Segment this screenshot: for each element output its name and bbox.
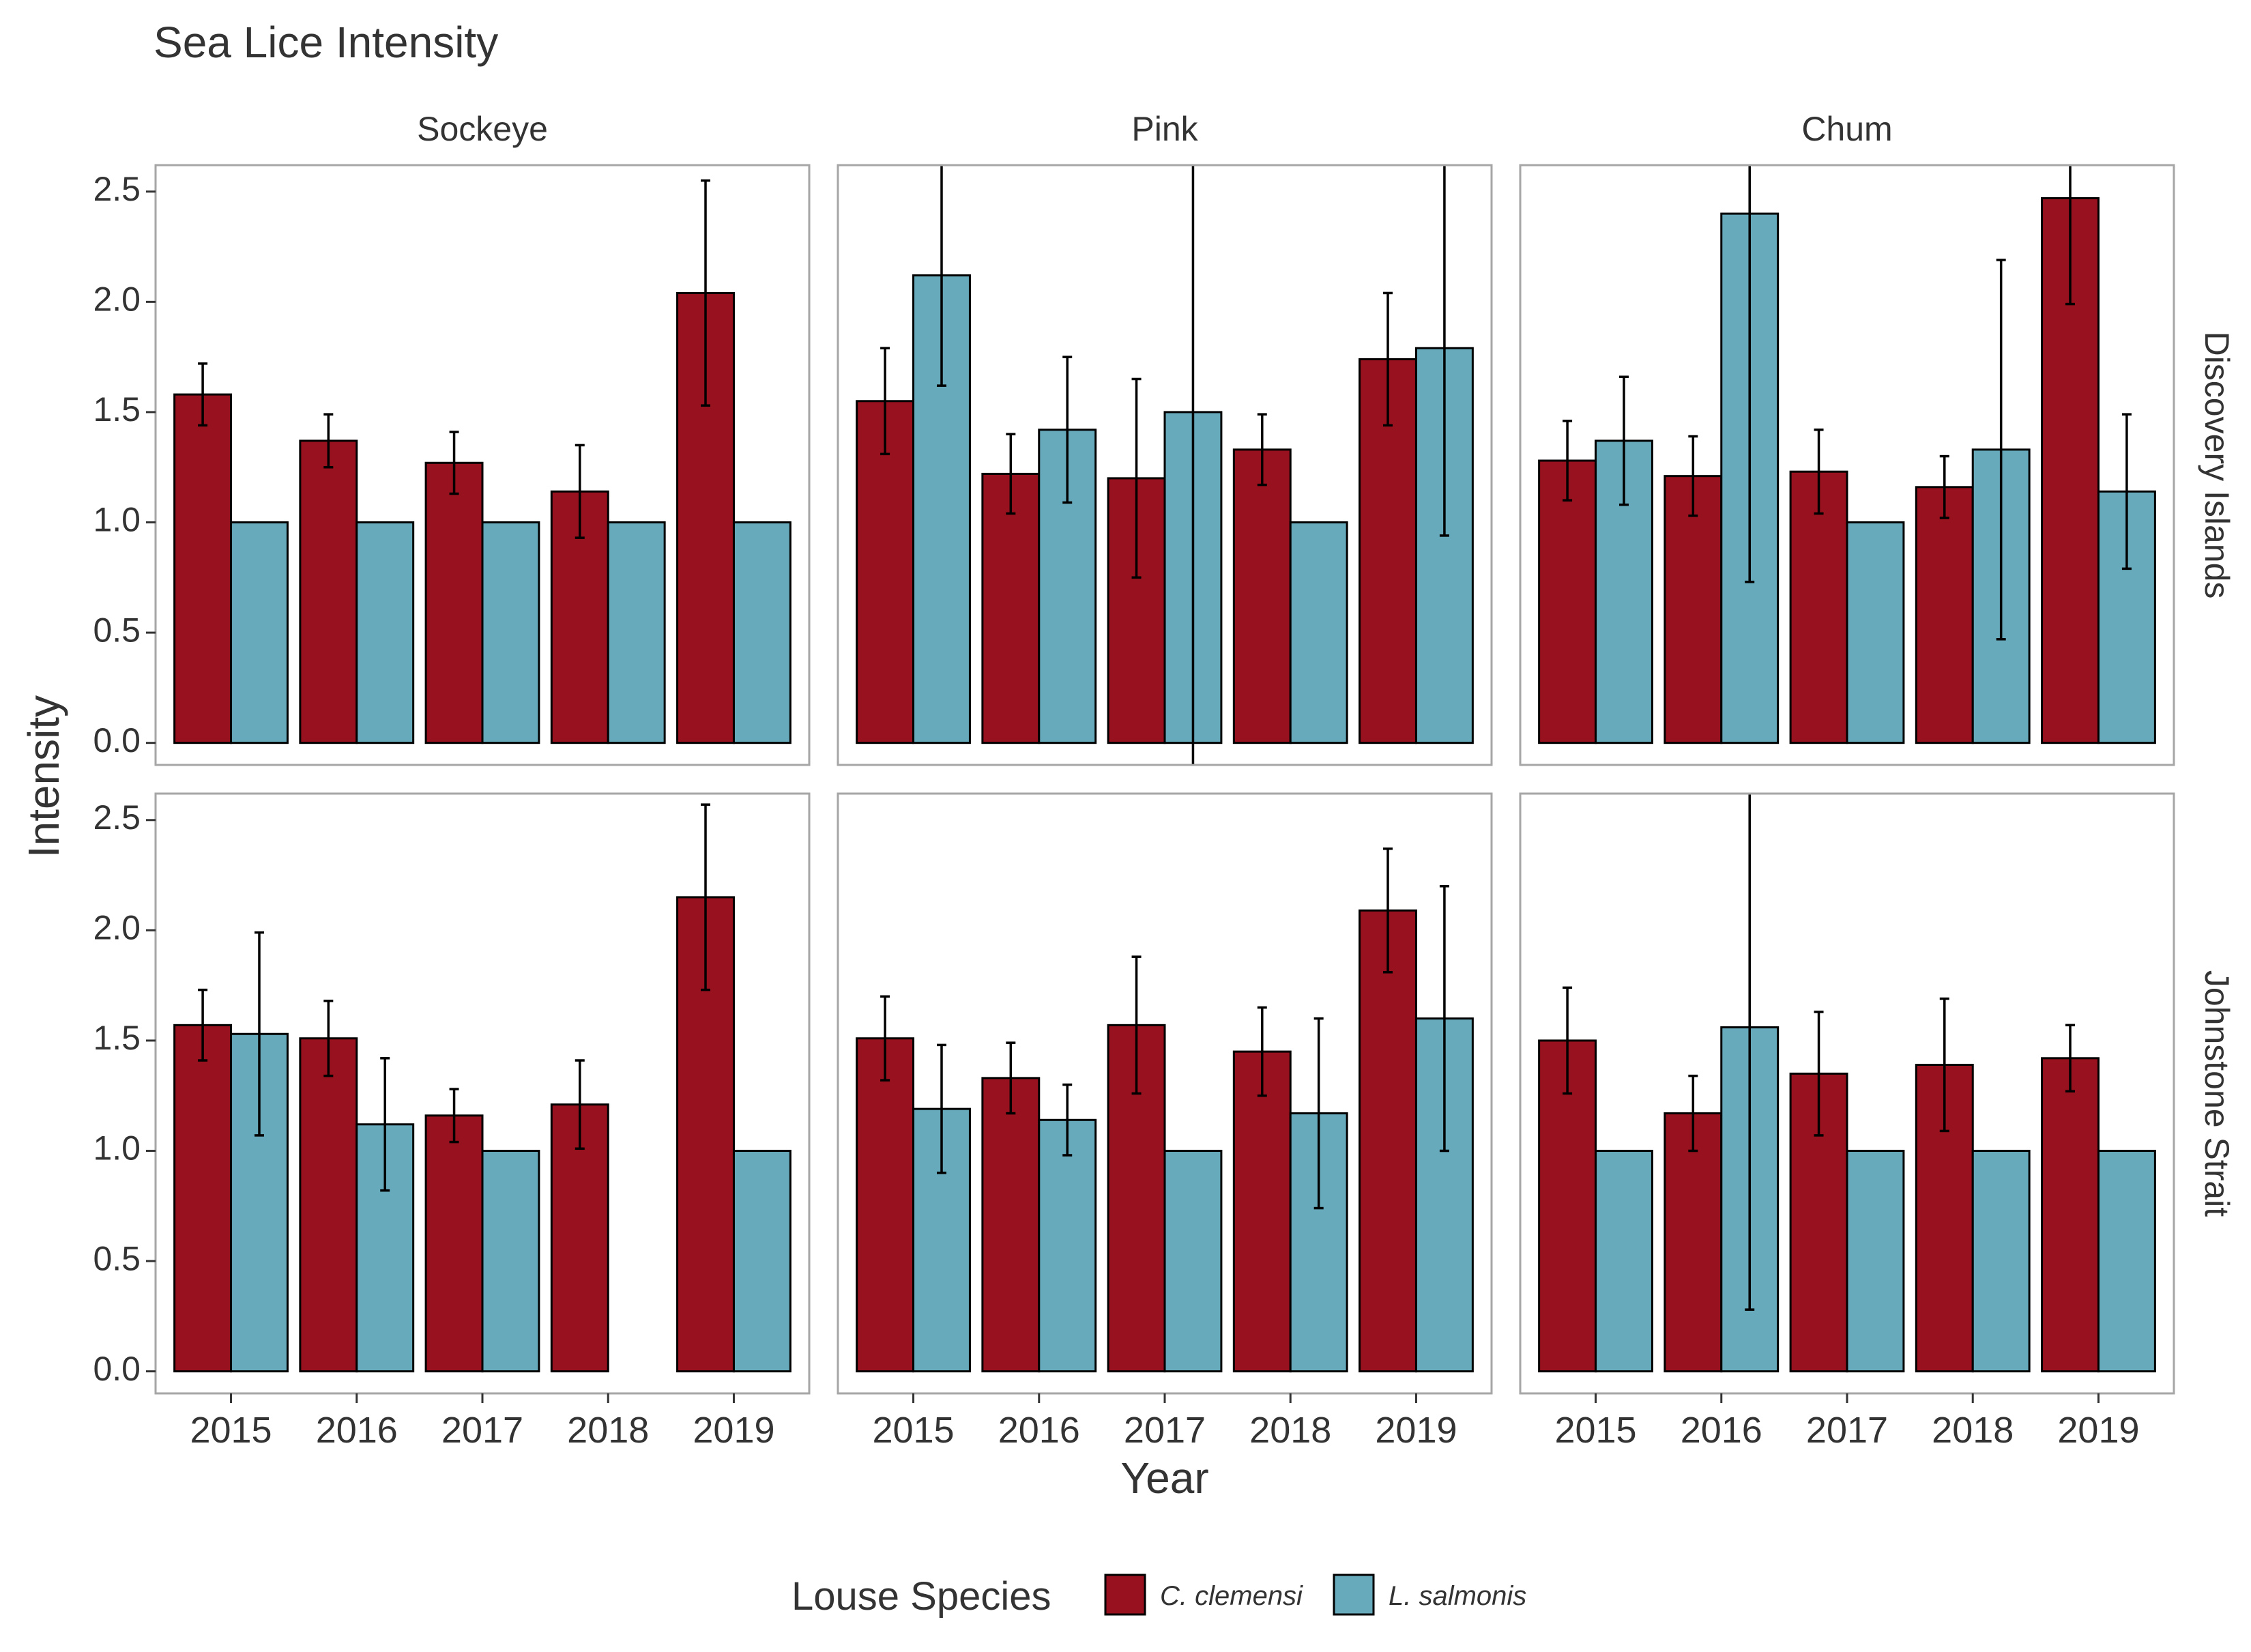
bar-discovery-islands-sockeye-l-salmonis-2016 [355,521,415,744]
y-tick-label-johnstone-strait-sockeye-0-0: 0.0 [93,1350,141,1388]
x-axis-title: Year [1120,1453,1208,1503]
bar-johnstone-strait-pink-c-clemensi-2015 [856,1037,915,1373]
x-tick-label-johnstone-strait-sockeye-2015: 2015 [190,1410,272,1451]
y-tick-label-discovery-islands-sockeye-1-0: 1.0 [93,501,141,539]
x-tick-label-johnstone-strait-sockeye-2019: 2019 [693,1410,774,1451]
y-tick-label-johnstone-strait-sockeye-1-0: 1.0 [93,1129,141,1168]
x-tick-label-johnstone-strait-pink-2016: 2016 [998,1410,1080,1451]
y-tick-label-johnstone-strait-sockeye-2-0: 2.0 [93,909,141,947]
bar-johnstone-strait-chum-l-salmonis-2017 [1846,1150,1905,1373]
x-tick-label-johnstone-strait-sockeye-2017: 2017 [441,1410,523,1451]
bar-johnstone-strait-pink-c-clemensi-2019 [1359,909,1417,1373]
panel-johnstone-strait-chum: 2015 2016 2017 2018 2019 [1519,792,2175,1451]
x-tick-label-johnstone-strait-pink-2017: 2017 [1124,1410,1206,1451]
bar-discovery-islands-pink-c-clemensi-2018 [1232,448,1292,744]
panel-border-discovery-islands-sockeye [154,164,811,766]
panel-johnstone-strait-pink: 2015 2016 2017 2018 2019 [837,792,1493,1451]
x-tick-label-johnstone-strait-pink-2018: 2018 [1249,1410,1331,1451]
bar-discovery-islands-sockeye-l-salmonis-2019 [732,521,792,744]
y-axis-title: Intensity [19,695,68,858]
bar-discovery-islands-pink-l-salmonis-2018 [1289,521,1348,744]
legend-key-c-clemensi [1104,1574,1146,1616]
facet-label-pink: Pink [1131,110,1198,148]
bar-johnstone-strait-pink-l-salmonis-2017 [1163,1150,1223,1373]
bar-discovery-islands-sockeye-l-salmonis-2018 [607,521,666,744]
panel-discovery-islands-sockeye: 0.0 0.5 1.0 1.5 2.0 2.5 [93,164,811,766]
facet-label-johnstone-strait: Johnstone Strait [2198,970,2236,1217]
bar-johnstone-strait-sockeye-l-salmonis-2017 [481,1150,540,1373]
bar-johnstone-strait-sockeye-c-clemensi-2016 [299,1037,358,1373]
chart-panels: Sockeye Pink Chum Discovery Islands Johnston… [93,110,2235,1451]
facet-label-chum: Chum [1801,110,1892,148]
bar-discovery-islands-chum-c-clemensi-2018 [1915,486,1974,744]
legend-label-l-salmonis: L. salmonis [1389,1581,1526,1611]
bar-johnstone-strait-chum-c-clemensi-2019 [2041,1057,2100,1373]
y-tick-label-johnstone-strait-sockeye-0-5: 0.5 [93,1239,141,1277]
bar-discovery-islands-chum-c-clemensi-2015 [1538,459,1597,744]
x-tick-label-johnstone-strait-chum-2017: 2017 [1806,1410,1888,1451]
y-tick-label-discovery-islands-sockeye-2-5: 2.5 [93,170,141,208]
bar-johnstone-strait-pink-c-clemensi-2018 [1232,1050,1292,1373]
bar-discovery-islands-sockeye-c-clemensi-2015 [173,393,233,744]
bar-johnstone-strait-chum-l-salmonis-2018 [1971,1150,2031,1373]
bar-discovery-islands-pink-c-clemensi-2015 [856,400,915,744]
x-tick-label-johnstone-strait-chum-2015: 2015 [1554,1410,1636,1451]
y-tick-label-discovery-islands-sockeye-1-5: 1.5 [93,390,141,429]
bar-johnstone-strait-chum-c-clemensi-2016 [1664,1112,1723,1373]
x-tick-label-johnstone-strait-chum-2018: 2018 [1932,1410,2014,1451]
y-tick-label-discovery-islands-sockeye-2-0: 2.0 [93,280,141,319]
bar-johnstone-strait-chum-c-clemensi-2015 [1538,1039,1597,1373]
legend-title: Louse Species [792,1574,1051,1619]
x-tick-label-johnstone-strait-sockeye-2016: 2016 [316,1410,398,1451]
legend-label-c-clemensi: C. clemensi [1160,1581,1303,1611]
bar-johnstone-strait-sockeye-c-clemensi-2017 [424,1114,484,1373]
y-tick-label-discovery-islands-sockeye-0-5: 0.5 [93,611,141,649]
bar-johnstone-strait-sockeye-l-salmonis-2019 [732,1150,792,1373]
bar-johnstone-strait-chum-l-salmonis-2019 [2097,1150,2156,1373]
bar-discovery-islands-chum-c-clemensi-2019 [2041,197,2100,744]
bar-johnstone-strait-pink-c-clemensi-2016 [981,1077,1041,1373]
bar-johnstone-strait-chum-l-salmonis-2015 [1595,1150,1653,1373]
legend-key-l-salmonis [1333,1574,1375,1616]
facet-label-discovery-islands: Discovery Islands [2198,332,2236,599]
chart-title: Sea Lice Intensity [154,18,498,67]
bar-discovery-islands-sockeye-l-salmonis-2015 [230,521,289,744]
bar-discovery-islands-sockeye-c-clemensi-2017 [424,461,484,744]
bar-johnstone-strait-pink-l-salmonis-2015 [912,1107,971,1373]
bar-discovery-islands-sockeye-l-salmonis-2017 [481,521,540,744]
bar-discovery-islands-chum-l-salmonis-2017 [1846,521,1905,744]
x-tick-label-johnstone-strait-chum-2016: 2016 [1681,1410,1762,1451]
panel-border-discovery-islands-pink [837,164,1493,766]
y-tick-label-johnstone-strait-sockeye-1-5: 1.5 [93,1019,141,1057]
panel-discovery-islands-pink [837,164,1493,766]
panel-border-discovery-islands-chum [1519,164,2175,766]
x-tick-label-johnstone-strait-chum-2019: 2019 [2057,1410,2139,1451]
x-tick-label-johnstone-strait-pink-2015: 2015 [872,1410,954,1451]
x-tick-label-johnstone-strait-sockeye-2018: 2018 [567,1410,649,1451]
panel-discovery-islands-chum [1519,164,2175,766]
bar-johnstone-strait-sockeye-c-clemensi-2015 [173,1024,233,1373]
panel-johnstone-strait-sockeye: 0.0 0.5 1.0 1.5 2.0 2.5 2015 2016 2017 2018 2019 [93,792,811,1451]
x-tick-label-johnstone-strait-pink-2019: 2019 [1375,1410,1457,1451]
facet-label-sockeye: Sockeye [417,110,548,148]
y-tick-label-discovery-islands-sockeye-0-0: 0.0 [93,721,141,759]
bar-discovery-islands-sockeye-c-clemensi-2016 [299,439,358,744]
bar-johnstone-strait-pink-l-salmonis-2016 [1038,1118,1097,1373]
y-tick-label-johnstone-strait-sockeye-2-5: 2.5 [93,798,141,837]
